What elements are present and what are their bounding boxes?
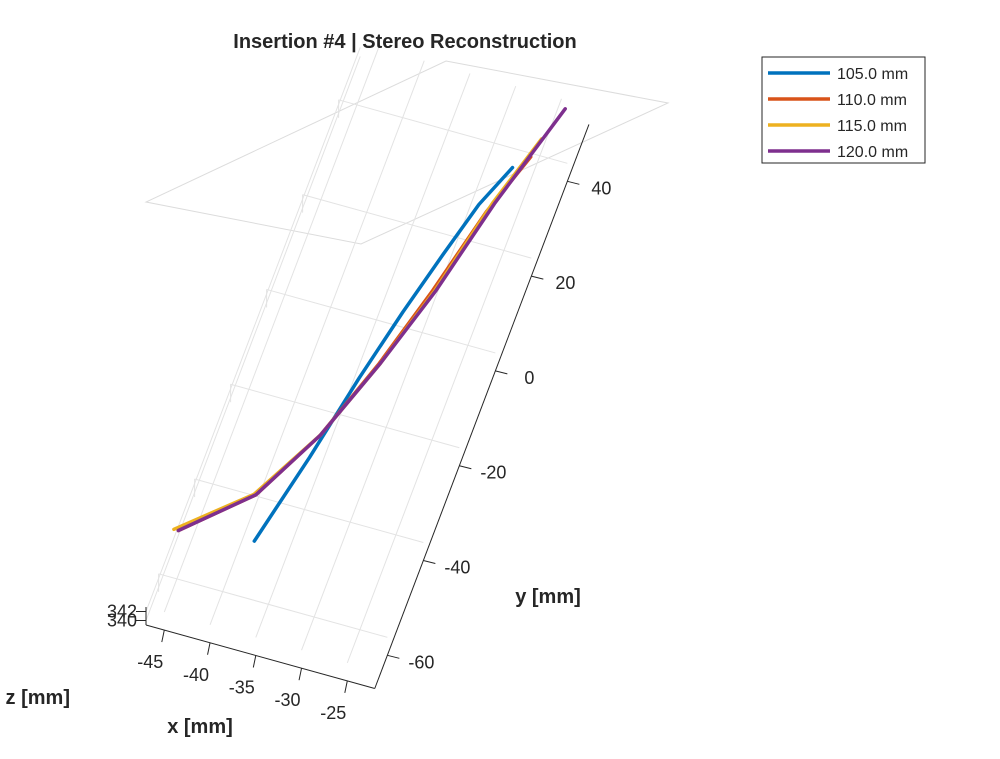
back-panels [144,60,670,245]
x-tick-mark [252,655,257,668]
x-tick-mark [161,629,165,643]
y-tick-label: -40 [444,558,470,578]
y-tick-label: 20 [555,273,575,293]
grid-line-x [346,98,562,664]
y-tick-label: -20 [480,463,506,483]
x-tick-mark [344,680,348,693]
series-line-1 [252,165,515,543]
legend-entry: 120.0 mm [837,144,908,161]
grid-line-x [301,85,517,651]
y-tick-mark [459,465,472,470]
y-tick-label: -60 [408,652,434,672]
grid-line-x [209,60,425,625]
x-tick-label: -45 [137,652,163,672]
grid-line-y [194,478,424,544]
y-axis-label: y [mm] [515,586,581,608]
axis-lines [145,124,590,689]
legend: 105.0 mm 110.0 mm 115.0 mm 120.0 mm [761,56,926,164]
y-tick-label: 0 [524,368,534,388]
y-tick-label: 40 [591,178,611,198]
x-tick-label: -35 [229,677,255,697]
grid-line-x [163,47,379,613]
grid-line-z [145,47,361,612]
legend-entry: 110.0 mm [837,92,907,109]
y-axis-line [374,124,590,689]
z-axis-label: z [mm] [6,687,70,709]
grid-line-z [145,56,361,621]
grid-lines [145,47,568,664]
y-tick-mark [423,560,436,565]
grid-line-y [158,573,388,638]
grid-line-y [266,288,496,354]
y-tick-mark [387,654,400,659]
x-tick-mark [207,642,211,655]
z-tick-label: 340 [107,611,137,631]
legend-entry: 115.0 mm [837,118,907,135]
series-line-4 [176,107,567,533]
y-tick-mark [495,370,508,375]
y-tick-mark [531,275,544,280]
x-tick-label: -40 [183,665,209,685]
x-tick-mark [298,668,303,681]
grid-line-x [255,73,471,638]
x-tick-label: -30 [275,690,301,710]
series-lines [172,107,567,543]
chart-title: Insertion #4 | Stereo Reconstruction [233,31,576,53]
grid-line-y [230,383,460,449]
legend-entry: 105.0 mm [837,66,908,83]
series-line-2 [176,155,533,533]
z-tick-label: 342 [107,602,137,622]
grid-line-y [302,194,532,259]
x-axis-line [145,624,375,689]
y-tick-mark [567,180,580,185]
x-tick-label: -25 [320,703,346,723]
x-axis-label: x [mm] [167,716,233,738]
